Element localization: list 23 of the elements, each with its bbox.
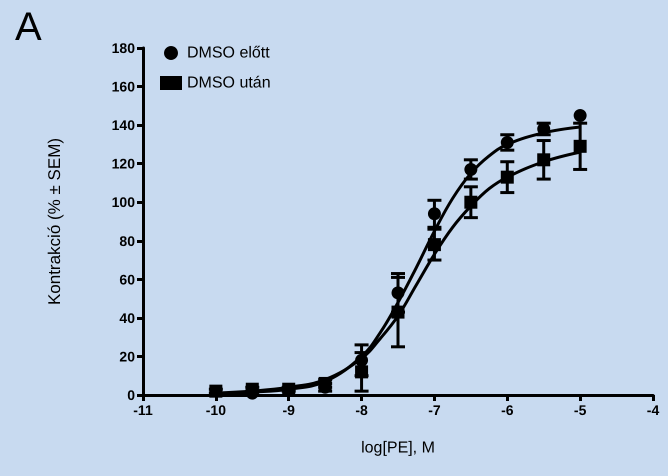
chart-title: A	[15, 5, 42, 49]
y-tick-label: 160	[112, 78, 136, 95]
y-tick-label: 0	[127, 387, 136, 403]
x-tick-label: -11	[133, 402, 153, 418]
y-tick-label: 40	[119, 310, 136, 326]
y-tick-label: 180	[112, 40, 136, 56]
x-tick-label: -4	[646, 402, 660, 418]
y-tick-label: 20	[119, 348, 136, 364]
x-tick-label: -9	[282, 402, 296, 418]
x-tick-label: -10	[206, 402, 226, 418]
legend-label: DMSO előtt	[187, 44, 270, 62]
y-tick-label: 80	[119, 232, 136, 249]
y-axis-title: Kontrakció (% ± SEM)	[45, 138, 64, 306]
x-tick-label: -8	[355, 402, 368, 418]
x-tick-label: -7	[428, 402, 441, 418]
legend-label: DMSO után	[187, 74, 271, 92]
x-axis-title: log[PE], M	[361, 440, 435, 456]
y-tick-label: 120	[112, 156, 136, 172]
y-tick-label: 140	[112, 117, 136, 134]
y-tick-label: 100	[112, 194, 136, 210]
x-tick-label: -6	[501, 402, 514, 418]
y-tick-label: 60	[119, 271, 136, 288]
x-tick-label: -5	[574, 402, 587, 418]
